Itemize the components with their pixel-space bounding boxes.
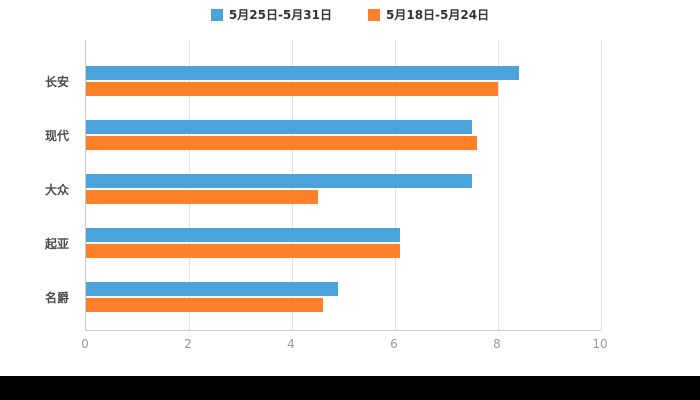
bar-series-0-长安 bbox=[86, 66, 519, 80]
legend-label: 5月18日-5月24日 bbox=[386, 8, 490, 22]
bar-series-0-大众 bbox=[86, 174, 473, 188]
category-label-3: 起亚 bbox=[44, 237, 69, 251]
category-label-4: 名爵 bbox=[44, 291, 69, 305]
x-tick-label-4: 4 bbox=[287, 337, 295, 351]
legend-swatch-icon bbox=[368, 8, 380, 21]
bar-series-0-名爵 bbox=[86, 282, 339, 296]
bar-series-1-大众 bbox=[86, 190, 318, 204]
gridline-x-8 bbox=[498, 40, 499, 330]
x-tick-label-8: 8 bbox=[493, 337, 501, 351]
legend-label: 5月25日-5月31日 bbox=[228, 8, 332, 22]
bar-series-0-现代 bbox=[86, 120, 473, 134]
bottom-black-strip bbox=[0, 376, 700, 400]
bar-series-0-起亚 bbox=[86, 228, 401, 242]
category-label-1: 现代 bbox=[44, 129, 69, 143]
category-label-0: 长安 bbox=[44, 75, 69, 89]
x-tick-label-0: 0 bbox=[81, 337, 89, 351]
chart-legend: 5月25日-5月31日 5月18日-5月24日 bbox=[0, 6, 700, 23]
bar-series-1-名爵 bbox=[86, 298, 323, 312]
x-tick-label-10: 10 bbox=[592, 337, 608, 351]
x-tick-label-2: 2 bbox=[184, 337, 192, 351]
gridline-x-10 bbox=[601, 40, 602, 330]
plot-area bbox=[85, 40, 602, 331]
bar-series-1-现代 bbox=[86, 136, 478, 150]
legend-item-1[interactable]: 5月18日-5月24日 bbox=[368, 6, 489, 23]
x-tick-label-6: 6 bbox=[390, 337, 398, 351]
bar-series-1-起亚 bbox=[86, 244, 401, 258]
bar-series-1-长安 bbox=[86, 82, 498, 96]
legend-swatch-icon bbox=[210, 8, 223, 21]
legend-item-0[interactable]: 5月25日-5月31日 bbox=[210, 6, 332, 23]
category-label-2: 大众 bbox=[44, 183, 69, 197]
